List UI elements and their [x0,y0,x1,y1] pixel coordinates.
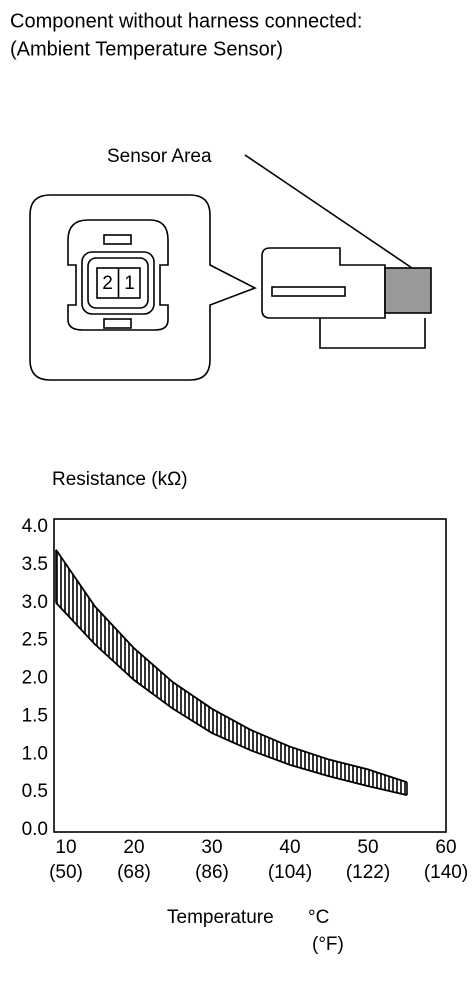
callout [29,194,257,381]
plot-frame [53,518,447,833]
x-axis-label: Temperature [167,907,274,928]
y-tick-label: 1.5 [22,705,48,726]
x-tick-label: 60 [435,837,456,858]
connector-inner [81,251,155,315]
x-tick-label-secondary: (122) [346,862,390,883]
band-edge [55,602,408,797]
x-tick-label: 40 [279,837,300,858]
x-tick-label-secondary: (140) [424,862,468,883]
x-tick-label-secondary: (104) [268,862,312,883]
sensor-body [261,247,386,319]
x-axis-unit: (°F) [312,934,344,955]
diagram: Sensor Area 2 1 [29,146,432,381]
x-tick-label: 50 [357,837,378,858]
connector-inner [87,257,149,309]
connector-outline [67,219,169,331]
y-tick-label: 1.0 [22,743,48,764]
x-tick-label-secondary: (50) [49,862,83,883]
band-fill [56,549,407,796]
y-tick-label: 4.0 [22,516,48,537]
y-axis-label: Resistance (kΩ) [52,469,188,490]
band-end [55,549,408,796]
bottom-tab [103,318,132,329]
x-tick-label: 20 [123,837,144,858]
sensor-tip [384,267,432,314]
y-tick-label: 0.5 [22,781,48,802]
header-line: (Ambient Temperature Sensor) [10,38,283,60]
x-tick-label-secondary: (86) [195,862,229,883]
pin-label: 2 [102,273,113,294]
y-tick-label: 2.0 [22,668,48,689]
x-axis-unit: °C [308,907,329,928]
x-tick-label-secondary: (68) [117,862,151,883]
sensor-slot [271,286,346,297]
band-edge [55,549,408,784]
sensor-label: Sensor Area [107,146,212,167]
header-line: Component without harness connected: [10,10,362,32]
lock-tab [103,234,132,245]
y-tick-label: 3.5 [22,554,48,575]
leader-line [244,154,413,269]
x-tick-label: 10 [55,837,76,858]
y-tick-label: 3.0 [22,592,48,613]
x-tick-label: 30 [201,837,222,858]
chart: Resistance (kΩ) Temperature °C (°F) 0.0 0… [22,469,469,955]
pin-label: 1 [124,273,135,294]
y-tick-label: 0.0 [22,819,48,840]
y-tick-label: 2.5 [22,630,48,651]
sensor-mount [319,318,426,349]
